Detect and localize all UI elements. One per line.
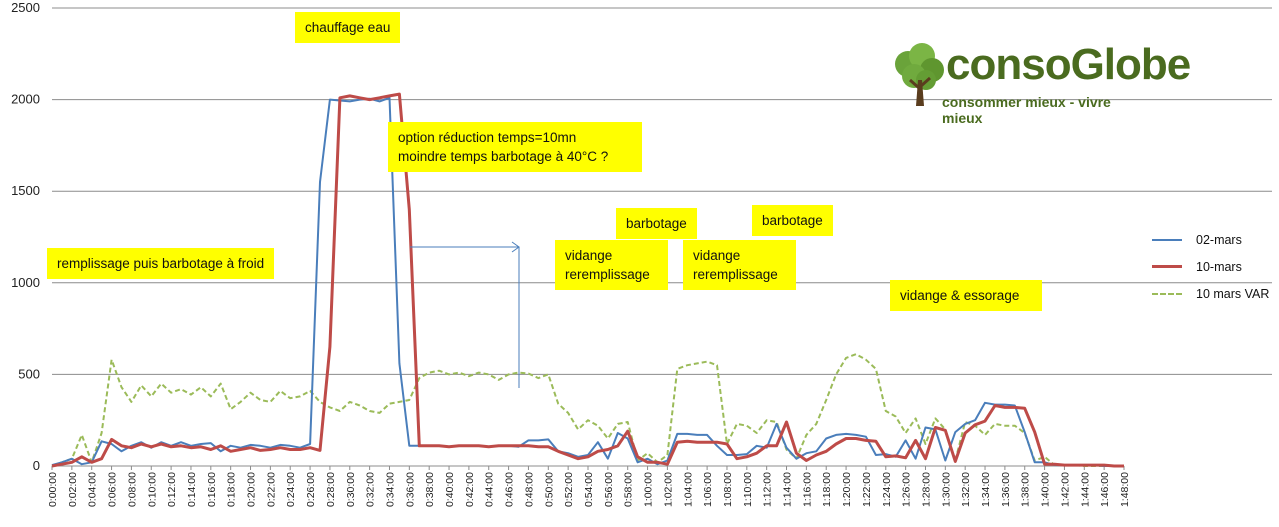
legend: 02-mars 10-mars 10 mars VAR — [1152, 226, 1269, 307]
x-tick-label: 0:32:00 — [365, 472, 377, 507]
legend-label-10-mars-var: 10 mars VAR — [1196, 286, 1270, 301]
x-tick-label: 1:42:00 — [1059, 472, 1071, 507]
x-tick-label: 1:22:00 — [861, 472, 873, 507]
x-tick-label: 0:44:00 — [484, 472, 496, 507]
x-tick-label: 0:10:00 — [146, 472, 158, 507]
x-tick-label: 0:24:00 — [285, 472, 297, 507]
x-tick-label: 1:24:00 — [881, 472, 893, 507]
tree-icon — [895, 43, 944, 106]
annotation-barbotage-2: barbotage — [752, 205, 833, 236]
annotation-vidange-2-line1: vidange — [693, 248, 741, 263]
annotation-vidange-1-line2: reremplissage — [565, 267, 650, 282]
x-axis: 0:00:00 0:02:00 0:04:00 0:06:00 0:08:00 0:10:… — [47, 466, 1131, 507]
x-tick-label: 0:18:00 — [226, 472, 238, 507]
x-tick-label: 1:36:00 — [1000, 472, 1012, 507]
x-tick-label: 0:22:00 — [265, 472, 277, 507]
series-line-10-mars-var — [51, 353, 1124, 467]
x-tick-label: 1:28:00 — [920, 472, 932, 507]
y-tick-label: 2000 — [11, 92, 40, 107]
x-tick-label: 0:26:00 — [305, 472, 317, 507]
logo-wordmark: consoGlobe — [946, 40, 1191, 89]
y-tick-label: 0 — [33, 458, 40, 473]
logo-tagline: consommer mieux - vivre mieux — [942, 94, 1111, 126]
x-tick-label: 0:16:00 — [206, 472, 218, 507]
x-tick-label: 0:04:00 — [87, 472, 99, 507]
x-tick-label: 0:06:00 — [107, 472, 119, 507]
legend-item-10-mars-var: 10 mars VAR — [1152, 280, 1269, 307]
annotation-barbotage-1: barbotage — [616, 208, 697, 239]
x-tick-label: 1:20:00 — [841, 472, 853, 507]
x-tick-label: 1:38:00 — [1020, 472, 1032, 507]
x-tick-label: 1:12:00 — [762, 472, 774, 507]
x-tick-label: 1:44:00 — [1079, 472, 1091, 507]
x-tick-label: 1:04:00 — [682, 472, 694, 507]
x-tick-label: 0:46:00 — [504, 472, 516, 507]
y-axis: 0 500 1000 1500 2000 2500 — [11, 0, 40, 473]
legend-label-02-mars: 02-mars — [1196, 232, 1242, 247]
x-tick-label: 1:40:00 — [1040, 472, 1052, 507]
x-tick-label: 1:46:00 — [1099, 472, 1111, 507]
annotation-option-line1: option réduction temps=10mn — [398, 130, 577, 145]
annotation-vidange-2-line2: reremplissage — [693, 267, 778, 282]
x-tick-label: 0:56:00 — [603, 472, 615, 507]
x-tick-label: 1:02:00 — [662, 472, 674, 507]
legend-swatch-10-mars — [1152, 265, 1182, 268]
x-tick-label: 0:20:00 — [246, 472, 258, 507]
annotation-arrow — [410, 241, 520, 388]
legend-item-10-mars: 10-mars — [1152, 253, 1269, 280]
annotation-option-reduction: option réduction temps=10mn moindre temp… — [388, 122, 642, 172]
x-tick-label: 0:42:00 — [464, 472, 476, 507]
annotation-remplissage: remplissage puis barbotage à froid — [47, 248, 275, 279]
x-tick-label: 0:12:00 — [166, 472, 178, 507]
legend-label-10-mars: 10-mars — [1196, 259, 1242, 274]
y-tick-label: 500 — [18, 366, 40, 381]
x-tick-label: 1:08:00 — [722, 472, 734, 507]
x-tick-label: 1:34:00 — [980, 472, 992, 507]
legend-swatch-10-mars-var — [1152, 292, 1182, 295]
x-tick-label: 0:00:00 — [47, 472, 59, 507]
x-tick-label: 0:30:00 — [345, 472, 357, 507]
x-tick-label: 1:00:00 — [643, 472, 655, 507]
x-tick-label: 0:40:00 — [444, 472, 456, 507]
annotation-vidange-2: vidange reremplissage — [683, 240, 796, 290]
x-tick-label: 1:26:00 — [901, 472, 913, 507]
x-tick-label: 0:52:00 — [563, 472, 575, 507]
x-tick-label: 0:38:00 — [424, 472, 436, 507]
x-tick-label: 0:14:00 — [186, 472, 198, 507]
x-tick-label: 1:16:00 — [801, 472, 813, 507]
legend-item-02-mars: 02-mars — [1152, 226, 1269, 253]
x-tick-label: 0:02:00 — [67, 472, 79, 507]
annotation-chauffage: chauffage eau — [295, 12, 401, 43]
x-tick-label: 0:34:00 — [384, 472, 396, 507]
x-tick-label: 0:50:00 — [543, 472, 555, 507]
x-tick-label: 1:30:00 — [940, 472, 952, 507]
x-tick-label: 1:06:00 — [702, 472, 714, 507]
x-tick-label: 1:48:00 — [1119, 472, 1131, 507]
x-tick-label: 0:54:00 — [583, 472, 595, 507]
y-tick-label: 2500 — [11, 0, 40, 15]
x-tick-label: 1:10:00 — [742, 472, 754, 507]
consoglobe-logo: consoGlobe consommer mieux - vivre mieux — [892, 40, 1191, 126]
annotation-vidange-1-line1: vidange — [565, 248, 613, 263]
annotation-option-line2: moindre temps barbotage à 40°C ? — [398, 149, 609, 164]
series-line-02-mars — [51, 96, 1124, 467]
series-lines — [51, 92, 1124, 468]
x-tick-label: 1:32:00 — [960, 472, 972, 507]
y-tick-label: 1500 — [11, 183, 40, 198]
annotation-vidange-1: vidange reremplissage — [555, 240, 668, 290]
x-tick-label: 0:48:00 — [523, 472, 535, 507]
x-tick-label: 0:28:00 — [325, 472, 337, 507]
x-tick-label: 0:08:00 — [126, 472, 138, 507]
x-tick-label: 0:36:00 — [404, 472, 416, 507]
series-line-10-mars — [51, 92, 1124, 468]
annotation-vidange-essorage: vidange & essorage — [890, 280, 1042, 311]
legend-swatch-02-mars — [1152, 238, 1182, 241]
y-tick-label: 1000 — [11, 275, 40, 290]
x-tick-label: 0:58:00 — [623, 472, 635, 507]
x-tick-label: 1:14:00 — [782, 472, 794, 507]
x-tick-label: 1:18:00 — [821, 472, 833, 507]
